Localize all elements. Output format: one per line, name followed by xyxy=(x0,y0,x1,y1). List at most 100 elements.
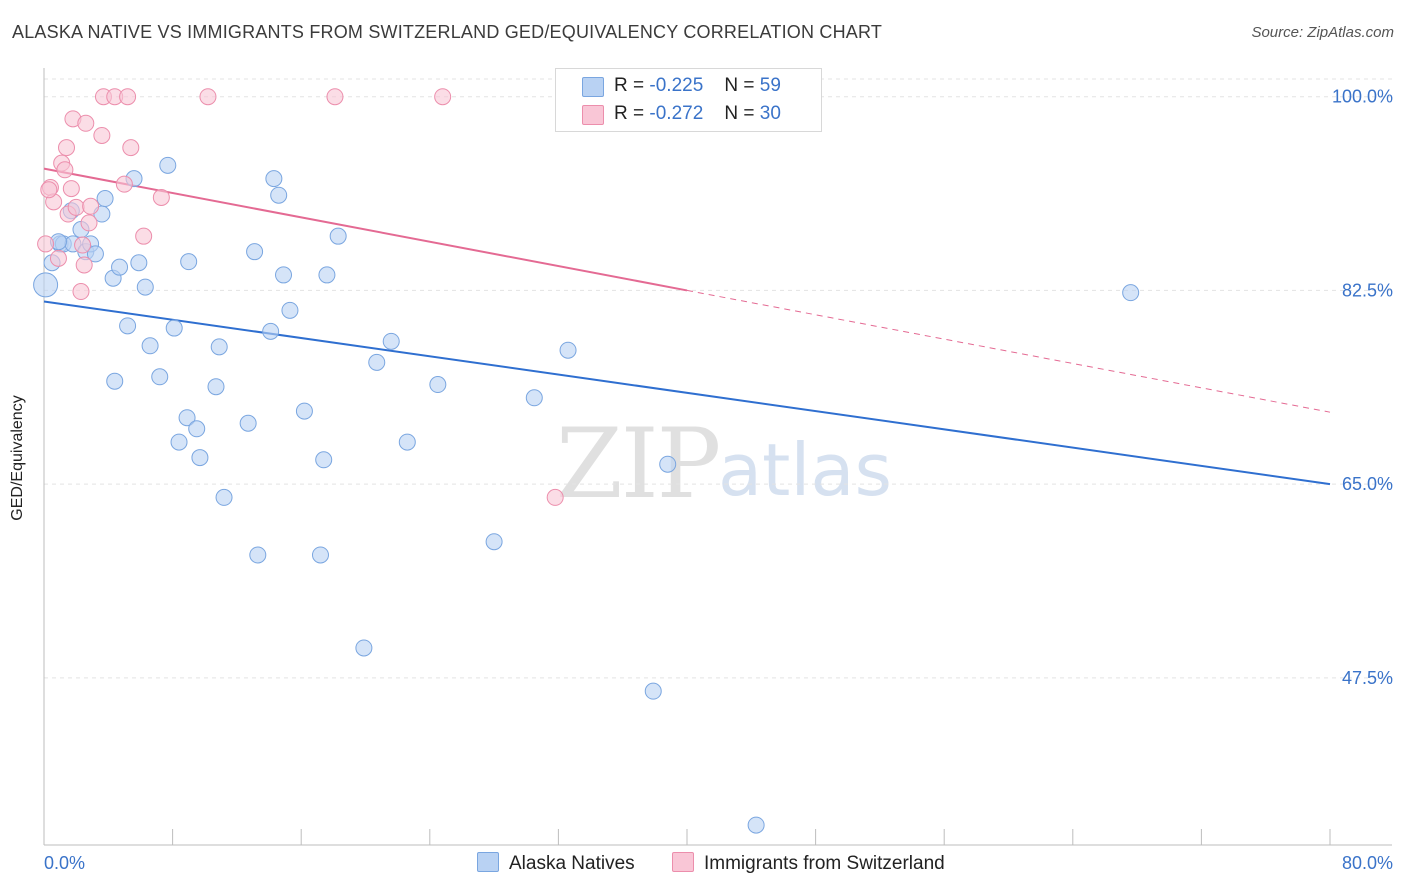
chart-title: ALASKA NATIVE VS IMMIGRANTS FROM SWITZER… xyxy=(12,22,883,42)
point-immigrants-switzerland xyxy=(72,283,90,301)
point-alaska-natives xyxy=(398,433,416,451)
point-alaska-natives xyxy=(188,420,206,438)
bottom-legend-swatch-pink xyxy=(672,852,694,872)
point-alaska-natives xyxy=(33,272,59,298)
grid-layer xyxy=(44,78,1392,679)
bottom-legend-immigrants-switzerland: Immigrants from Switzerland xyxy=(672,852,945,875)
point-alaska-natives xyxy=(1122,284,1140,302)
point-immigrants-switzerland xyxy=(434,88,452,106)
point-immigrants-switzerland xyxy=(93,126,111,144)
bottom-legend-swatch-blue xyxy=(477,852,499,872)
point-alaska-natives xyxy=(130,254,148,272)
point-alaska-natives xyxy=(151,368,169,386)
watermark-zip: ZIP xyxy=(556,408,721,520)
point-alaska-natives xyxy=(86,245,104,263)
point-alaska-natives xyxy=(141,337,159,355)
point-immigrants-switzerland xyxy=(115,175,133,193)
y-tick-label: 82.5% xyxy=(1342,280,1393,300)
y-tick-label: 65.0% xyxy=(1342,474,1393,494)
point-alaska-natives xyxy=(429,376,447,394)
point-immigrants-switzerland xyxy=(122,139,140,157)
point-layer xyxy=(33,88,1140,834)
trend-line-immigrants-switzerland xyxy=(43,167,688,292)
point-immigrants-switzerland xyxy=(40,181,58,199)
chart-source: Source: ZipAtlas.com xyxy=(1251,24,1394,41)
legend-r-label: R = xyxy=(614,75,645,96)
watermark-atlas: atlas xyxy=(718,428,892,512)
point-alaska-natives xyxy=(295,402,313,420)
point-alaska-natives xyxy=(239,414,257,432)
legend-r-label: R = xyxy=(614,103,645,124)
point-alaska-natives xyxy=(368,353,386,371)
point-alaska-natives xyxy=(207,378,225,396)
legend-swatch-blue xyxy=(582,77,604,97)
point-alaska-natives xyxy=(106,372,124,390)
point-alaska-natives xyxy=(315,451,333,469)
legend-n-value: 59 xyxy=(759,75,781,96)
bottom-legend-alaska-natives: Alaska Natives xyxy=(477,852,635,875)
point-immigrants-switzerland xyxy=(135,227,153,245)
point-alaska-natives xyxy=(382,332,400,350)
point-alaska-natives xyxy=(355,639,373,657)
point-immigrants-switzerland xyxy=(326,88,344,106)
point-alaska-natives xyxy=(210,338,228,356)
point-immigrants-switzerland xyxy=(77,114,95,132)
point-immigrants-switzerland xyxy=(75,256,93,274)
point-alaska-natives xyxy=(165,319,183,337)
point-immigrants-switzerland xyxy=(56,161,74,179)
point-alaska-natives xyxy=(191,449,209,467)
point-alaska-natives xyxy=(178,409,196,427)
point-immigrants-switzerland xyxy=(58,139,76,157)
point-immigrants-switzerland xyxy=(199,88,217,106)
point-alaska-natives xyxy=(644,682,662,700)
point-immigrants-switzerland xyxy=(74,236,92,254)
point-immigrants-switzerland xyxy=(62,180,80,198)
legend-r-value: -0.225 xyxy=(649,75,704,96)
correlation-legend: R = -0.225 N = 59 R = -0.272 N = 30 xyxy=(555,68,822,132)
point-alaska-natives xyxy=(119,317,137,335)
point-alaska-natives xyxy=(262,322,280,340)
trend-line-extension-immigrants-switzerland xyxy=(686,289,1331,413)
legend-n-label: N = xyxy=(724,103,755,124)
tick-label-layer: 100.0% 82.5% 65.0% 47.5% 0.0% 80.0% xyxy=(44,87,1393,873)
point-alaska-natives xyxy=(275,266,293,284)
point-alaska-natives xyxy=(180,253,198,271)
y-tick-label: 100.0% xyxy=(1332,87,1393,107)
y-tick-label: 47.5% xyxy=(1342,668,1393,688)
legend-r-value: -0.272 xyxy=(649,103,704,124)
point-immigrants-switzerland xyxy=(152,188,170,206)
point-alaska-natives xyxy=(485,533,503,551)
point-alaska-natives xyxy=(246,243,264,261)
x-tick-label: 80.0% xyxy=(1342,853,1393,873)
point-alaska-natives xyxy=(111,258,129,276)
point-alaska-natives xyxy=(249,546,267,564)
point-alaska-natives xyxy=(747,816,765,834)
trend-line-alaska-natives xyxy=(43,300,1331,486)
x-tick-label: 0.0% xyxy=(44,853,85,873)
point-alaska-natives xyxy=(329,227,347,245)
point-immigrants-switzerland xyxy=(67,198,85,216)
bottom-legend-label: Alaska Natives xyxy=(509,853,635,874)
point-immigrants-switzerland xyxy=(119,88,137,106)
point-alaska-natives xyxy=(559,341,577,359)
point-alaska-natives xyxy=(270,186,288,204)
point-alaska-natives xyxy=(96,190,114,208)
point-alaska-natives xyxy=(136,278,154,296)
bottom-legend-label: Immigrants from Switzerland xyxy=(704,853,945,874)
trend-layer xyxy=(43,167,1331,486)
point-alaska-natives xyxy=(265,170,283,188)
axis-layer xyxy=(43,68,1392,846)
point-immigrants-switzerland xyxy=(80,214,98,232)
point-immigrants-switzerland xyxy=(37,235,55,253)
point-alaska-natives xyxy=(659,455,677,473)
point-alaska-natives xyxy=(311,546,329,564)
point-alaska-natives xyxy=(215,488,233,506)
legend-n-value: 30 xyxy=(759,103,781,124)
point-alaska-natives xyxy=(281,301,299,319)
point-alaska-natives xyxy=(318,266,336,284)
legend-swatch-pink xyxy=(582,105,604,125)
point-immigrants-switzerland xyxy=(82,197,100,215)
point-alaska-natives xyxy=(159,156,177,174)
point-immigrants-switzerland xyxy=(546,488,564,506)
